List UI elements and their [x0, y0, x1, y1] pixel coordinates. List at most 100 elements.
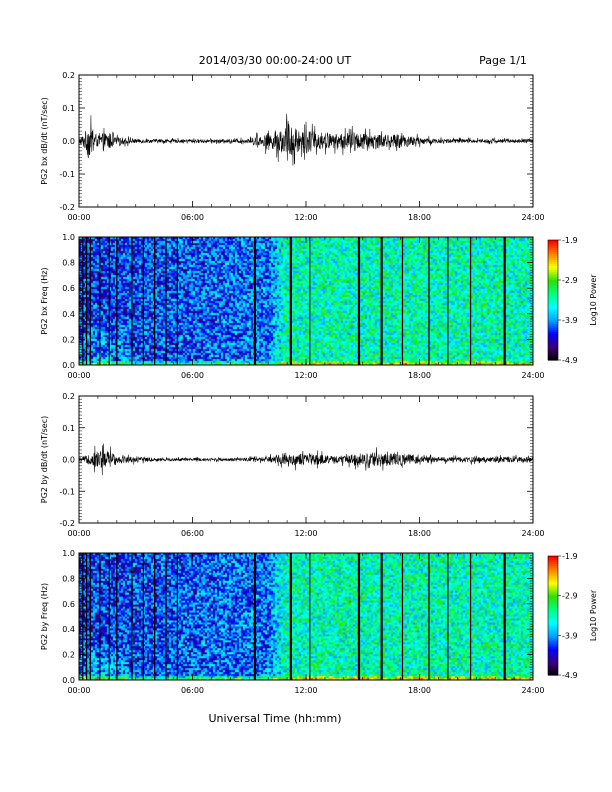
colorbar-step: [548, 563, 558, 567]
spectrogram-image: [79, 237, 533, 365]
y-tick-label: 0.4: [62, 625, 75, 634]
colorbar-step: [548, 300, 558, 303]
colorbar-step: [548, 655, 558, 658]
colorbar-step: [548, 324, 558, 327]
colorbar-step: [548, 583, 558, 587]
x-tick-label: 00:00: [67, 371, 90, 380]
colorbar-step: [548, 314, 558, 317]
colorbar-step: [548, 643, 558, 646]
colorbar-step: [548, 302, 558, 305]
colorbar-step: [548, 328, 558, 331]
colorbar-step: [548, 671, 558, 674]
colorbar-label: Log10 Power: [589, 589, 598, 641]
colorbar-step: [548, 605, 558, 609]
colorbar-step: [548, 322, 558, 325]
y-tick-label: 0.2: [62, 392, 75, 401]
colorbar-step: [548, 254, 558, 257]
colorbar-step: [548, 358, 558, 361]
colorbar-step: [548, 258, 558, 261]
colorbar-step: [548, 266, 558, 269]
colorbar-step: [548, 665, 558, 668]
x-tick-label: 12:00: [294, 529, 317, 538]
line-panel-2: 00:00 06:00 12:00 18:00 24:00 -0.2 -0.1 0.0 0.1 0…: [40, 392, 545, 538]
y-tick-label: 0.0: [62, 676, 75, 685]
colorbar-step: [548, 639, 558, 642]
colorbar-step: [548, 344, 558, 347]
y-tick-label: 1.0: [62, 549, 75, 558]
colorbar-step: [548, 623, 558, 627]
colorbar-step: [548, 306, 558, 309]
colorbar-step: [548, 296, 558, 299]
colorbar-label: Log10 Power: [589, 274, 598, 326]
colorbar-step: [548, 569, 558, 573]
colorbar-step: [548, 641, 558, 644]
colorbar-step: [548, 356, 558, 359]
colorbar-step: [548, 589, 558, 593]
y-tick-label: -0.2: [59, 203, 75, 212]
colorbar-step: [548, 621, 558, 625]
x-tick-label: 06:00: [181, 371, 204, 380]
y-tick-label: 0.1: [62, 424, 75, 433]
y-axis-label: PG2 bx Freq (Hz): [40, 267, 49, 334]
y-axis-label: PG2 by Freq (Hz): [40, 583, 49, 650]
colorbar-step: [548, 330, 558, 333]
colorbar-tick-label: -3.9: [562, 631, 578, 640]
colorbar-step: [548, 326, 558, 329]
y-axis-label: PG2 by dB/dt (nT/sec): [40, 416, 49, 503]
colorbar-step: [548, 244, 558, 247]
x-tick-label: 00:00: [67, 529, 90, 538]
colorbar-step: [548, 338, 558, 341]
colorbar-step: [548, 250, 558, 253]
x-tick-label: 00:00: [67, 213, 90, 222]
x-tick-label: 24:00: [521, 213, 544, 222]
y-tick-label: 0.6: [62, 284, 75, 293]
colorbar-step: [548, 585, 558, 589]
colorbar-step: [548, 663, 558, 666]
colorbar-step: [548, 284, 558, 287]
x-tick-label: 18:00: [408, 371, 431, 380]
colorbar-step: [548, 310, 558, 313]
colorbar-step: [548, 346, 558, 349]
colorbar: -1.9 -2.9 -3.9 -4.9 Log10 Power: [547, 236, 598, 365]
x-tick-label: 12:00: [294, 213, 317, 222]
colorbar-frame: [547, 239, 559, 361]
figure-title: 2014/03/30 00:00-24:00 UT: [199, 54, 352, 67]
colorbar-step: [548, 591, 558, 595]
colorbar-step: [548, 246, 558, 249]
colorbar-step: [548, 667, 558, 670]
colorbar-tick-label: -4.9: [562, 356, 578, 365]
colorbar-step: [548, 256, 558, 259]
colorbar-step: [548, 318, 558, 321]
x-tick-label: 18:00: [408, 213, 431, 222]
y-axis-label: PG2 bx dB/dt (nT/sec): [40, 97, 49, 184]
colorbar-tick-label: -1.9: [562, 236, 578, 245]
x-tick-label: 06:00: [181, 686, 204, 695]
colorbar-step: [548, 587, 558, 591]
y-tick-label: 0.6: [62, 600, 75, 609]
y-tick-label: 0.8: [62, 574, 75, 583]
colorbar-step: [548, 350, 558, 353]
colorbar-step: [548, 348, 558, 351]
colorbar-step: [548, 611, 558, 615]
colorbar-step: [548, 629, 558, 632]
colorbar-step: [548, 264, 558, 267]
colorbar-step: [548, 354, 558, 357]
x-tick-label: 12:00: [294, 371, 317, 380]
colorbar-step: [548, 260, 558, 263]
colorbar-step: [548, 252, 558, 255]
colorbar-step: [548, 272, 558, 275]
colorbar-step: [548, 607, 558, 611]
colorbar-step: [548, 571, 558, 575]
colorbar-step: [548, 334, 558, 337]
colorbar-step: [548, 262, 558, 265]
colorbar-step: [548, 659, 558, 662]
colorbar-step: [548, 280, 558, 283]
spectrogram-image: [79, 553, 533, 680]
colorbar-tick-label: -2.9: [562, 276, 578, 285]
page-number: Page 1/1: [479, 54, 527, 67]
colorbar-step: [548, 577, 558, 581]
colorbar-step: [548, 352, 558, 355]
colorbar-step: [548, 240, 558, 243]
colorbar-step: [548, 312, 558, 315]
